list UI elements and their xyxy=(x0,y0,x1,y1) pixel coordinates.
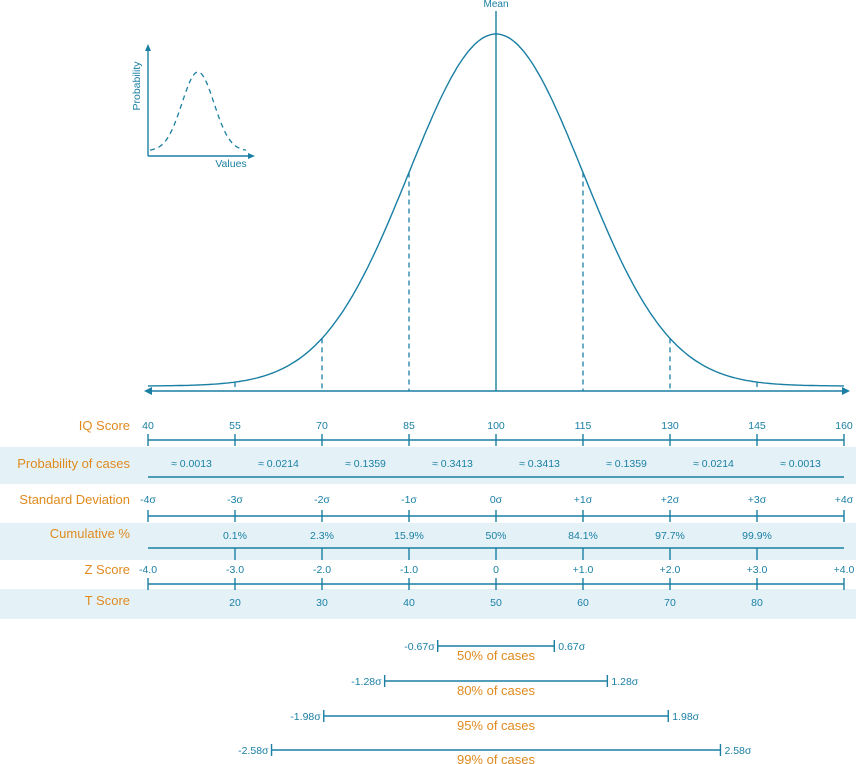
t-value: 50 xyxy=(490,597,502,609)
cumulative-value: 0.1% xyxy=(223,530,247,542)
z-value: -4.0 xyxy=(139,564,157,576)
sd-value: +4σ xyxy=(835,494,854,506)
interval-right-label: 1.98σ xyxy=(672,711,699,723)
interval-caption: 95% of cases xyxy=(457,718,536,733)
probability-value: ≈ 0.3413 xyxy=(432,458,473,470)
row-label-t: T Score xyxy=(85,593,130,608)
t-value: 40 xyxy=(403,597,415,609)
iq-value: 145 xyxy=(748,420,766,432)
cumulative-value: 97.7% xyxy=(655,530,685,542)
sd-value: -4σ xyxy=(140,494,156,506)
z-value: +1.0 xyxy=(573,564,594,576)
sd-value: +2σ xyxy=(661,494,680,506)
main-distribution: Mean xyxy=(144,0,850,395)
inset-distribution: Probability Values xyxy=(131,44,255,170)
cumulative-value: 50% xyxy=(485,530,506,542)
row-label-sd: Standard Deviation xyxy=(19,492,130,507)
iq-value: 70 xyxy=(316,420,328,432)
sd-value: +3σ xyxy=(748,494,767,506)
iq-value: 55 xyxy=(229,420,241,432)
z-value: 0 xyxy=(493,564,499,576)
z-value: +3.0 xyxy=(747,564,768,576)
x-axis-right-arrow-icon xyxy=(842,387,850,395)
mean-label: Mean xyxy=(483,0,508,10)
z-value: +4.0 xyxy=(834,564,855,576)
t-value: 60 xyxy=(577,597,589,609)
iq-value: 85 xyxy=(403,420,415,432)
row-label-cumulative: Cumulative % xyxy=(50,526,131,541)
t-value: 20 xyxy=(229,597,241,609)
sd-value: -1σ xyxy=(401,494,417,506)
z-value: +2.0 xyxy=(660,564,681,576)
interval-left-label: -1.98σ xyxy=(290,711,321,723)
interval-caption: 80% of cases xyxy=(457,683,536,698)
t-value: 70 xyxy=(664,597,676,609)
interval-right-label: 0.67σ xyxy=(558,641,585,653)
interval-caption: 99% of cases xyxy=(457,752,536,764)
interval-left-label: -2.58σ xyxy=(238,745,269,757)
t-value: 80 xyxy=(751,597,763,609)
inset-y-arrow-icon xyxy=(145,44,151,51)
probability-value: ≈ 0.3413 xyxy=(519,458,560,470)
probability-value: ≈ 0.0013 xyxy=(780,458,821,470)
band-cumulative xyxy=(0,523,856,560)
band-probability xyxy=(0,447,856,484)
iq-value: 100 xyxy=(487,420,505,432)
sigma-dash-lines xyxy=(234,172,758,391)
row-iq-values: 40 55 70 85 100 115 130 145 160 xyxy=(142,420,853,446)
cumulative-value: 15.9% xyxy=(394,530,424,542)
interval-bars: -0.67σ 0.67σ 50% of cases -1.28σ 1.28σ 80% of… xyxy=(238,640,752,764)
cumulative-value: 2.3% xyxy=(310,530,334,542)
interval-caption: 50% of cases xyxy=(457,648,536,663)
row-probability-values: ≈ 0.0013 ≈ 0.0214 ≈ 0.1359 ≈ 0.3413 ≈ 0.3413… xyxy=(148,458,844,478)
row-label-iq: IQ Score xyxy=(79,418,130,433)
iq-value: 160 xyxy=(835,420,853,432)
row-label-z: Z Score xyxy=(84,562,130,577)
row-t-values: 20 30 40 50 60 70 80 xyxy=(229,597,763,609)
probability-value: ≈ 0.0214 xyxy=(693,458,734,470)
t-value: 30 xyxy=(316,597,328,609)
sd-value: -3σ xyxy=(227,494,243,506)
inset-ylabel: Probability xyxy=(131,61,143,111)
z-value: -1.0 xyxy=(400,564,418,576)
interval-left-label: -0.67σ xyxy=(404,641,435,653)
z-value: -2.0 xyxy=(313,564,331,576)
cumulative-value: 84.1% xyxy=(568,530,598,542)
iq-value: 130 xyxy=(661,420,679,432)
iq-value: 115 xyxy=(575,420,592,432)
interval-right-label: 1.28σ xyxy=(611,676,638,688)
interval-right-label: 2.58σ xyxy=(724,745,751,757)
cumulative-value: 99.9% xyxy=(742,530,772,542)
sd-value: -2σ xyxy=(314,494,330,506)
inset-x-arrow-icon xyxy=(248,153,255,159)
interval-left-label: -1.28σ xyxy=(351,676,382,688)
band-tscore xyxy=(0,589,856,619)
sd-value: 0σ xyxy=(490,494,503,506)
sd-value: +1σ xyxy=(574,494,593,506)
probability-value: ≈ 0.0013 xyxy=(171,458,212,470)
inset-curve xyxy=(149,71,247,151)
x-axis-left-arrow-icon xyxy=(144,387,152,395)
probability-value: ≈ 0.1359 xyxy=(345,458,386,470)
iq-value: 40 xyxy=(142,420,154,432)
probability-value: ≈ 0.1359 xyxy=(606,458,647,470)
z-value: -3.0 xyxy=(226,564,244,576)
row-z-values: -4.0 -3.0 -2.0 -1.0 0 +1.0 +2.0 +3.0 +4.0 xyxy=(139,564,855,590)
row-label-probability: Probability of cases xyxy=(17,456,130,471)
inset-xlabel: Values xyxy=(215,158,246,170)
probability-value: ≈ 0.0214 xyxy=(258,458,299,470)
row-sd-values: -4σ -3σ -2σ -1σ 0σ +1σ +2σ +3σ +4σ xyxy=(140,494,854,522)
row-cumulative-values: 0.1% 2.3% 15.9% 50% 84.1% 97.7% 99.9% xyxy=(148,530,844,560)
